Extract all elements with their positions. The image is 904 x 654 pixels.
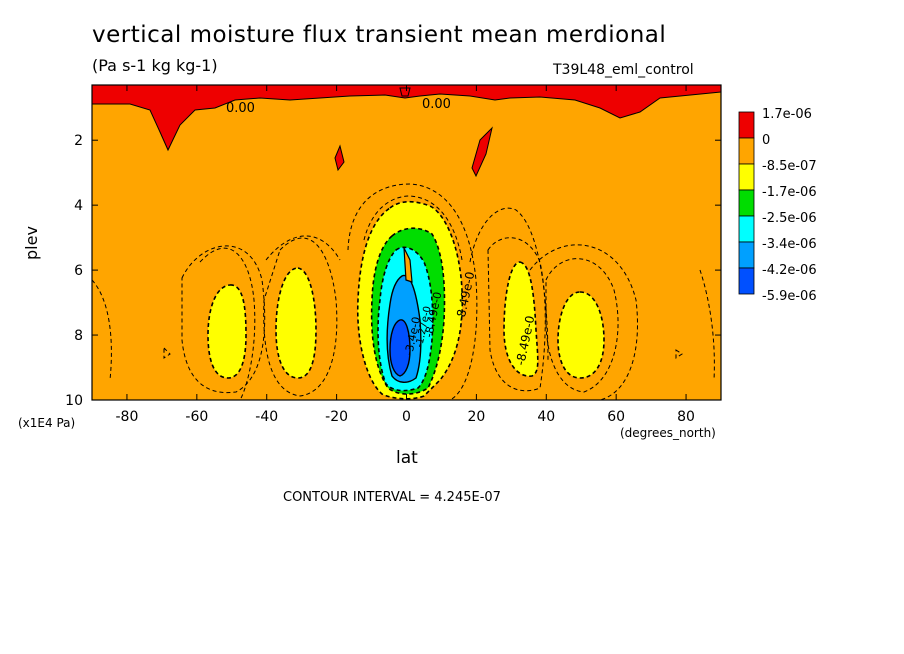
x-tick-label: -40: [255, 409, 278, 425]
legend-label: -8.5e-07: [762, 159, 817, 174]
legend-swatch: [738, 241, 755, 269]
red-region-small-1: [334, 144, 345, 172]
orange-notch: [403, 247, 413, 283]
y-axis-unit: (x1E4 Pa): [18, 416, 76, 430]
y-tick-label: 4: [74, 198, 83, 214]
red-region-top: [92, 85, 721, 152]
legend-swatch: [738, 163, 755, 191]
x-axis-unit: (degrees_north): [620, 426, 716, 440]
dark-blue-center: [389, 319, 411, 377]
x-tick-label: -20: [325, 409, 348, 425]
red-region-small-3: [399, 87, 411, 97]
y-tick-label: 8: [74, 328, 83, 344]
chart-units: (Pa s-1 kg kg-1): [92, 56, 218, 75]
legend-swatch: [738, 267, 755, 295]
run-label: T39L48_eml_control: [553, 62, 694, 78]
y-tick-label: 2: [74, 133, 83, 149]
legend-label: -1.7e-06: [762, 185, 817, 200]
yellow-left-1: [207, 284, 247, 379]
yellow-left-2: [275, 267, 317, 379]
legend-swatch: [738, 215, 755, 243]
contour-label: 0.00: [226, 101, 255, 116]
legend-label: -3.4e-06: [762, 237, 817, 252]
contour-interval: CONTOUR INTERVAL = 4.245E-07: [283, 490, 501, 505]
x-tick-label: 20: [467, 409, 485, 425]
yellow-right-1: [503, 261, 539, 377]
contour-lines: [92, 183, 715, 400]
legend-label: -5.9e-06: [762, 289, 817, 304]
chart-title: vertical moisture flux transient mean me…: [92, 22, 667, 48]
y-axis: 2 4 6 8 10: [65, 133, 721, 409]
colorbar-legend: 1.7e-06 0 -8.5e-07 -1.7e-06 -2.5e-06 -3.4e-06…: [738, 107, 817, 304]
x-tick-label: 80: [677, 409, 695, 425]
yellow-right-2: [557, 291, 605, 379]
legend-swatch: [738, 137, 755, 165]
legend-swatch: [738, 111, 755, 139]
legend-label: -2.5e-06: [762, 211, 817, 226]
legend-label: 0: [762, 133, 770, 148]
y-tick-label: 6: [74, 263, 83, 279]
legend-label: 1.7e-06: [762, 107, 812, 122]
x-tick-label: 0: [402, 409, 411, 425]
contour-label: 0.00: [422, 97, 451, 112]
legend-swatch: [738, 189, 755, 217]
x-axis: -80 -60 -40 -20 0 20 40 60 80: [116, 85, 695, 425]
y-tick-label: 10: [65, 393, 83, 409]
filled-contours: [92, 85, 721, 400]
x-tick-label: 60: [607, 409, 625, 425]
legend-label: -4.2e-06: [762, 263, 817, 278]
x-tick-label: -80: [116, 409, 139, 425]
x-tick-label: 40: [537, 409, 555, 425]
red-region-small-2: [471, 126, 493, 178]
x-axis-label: lat: [396, 448, 418, 468]
x-tick-label: -60: [185, 409, 208, 425]
